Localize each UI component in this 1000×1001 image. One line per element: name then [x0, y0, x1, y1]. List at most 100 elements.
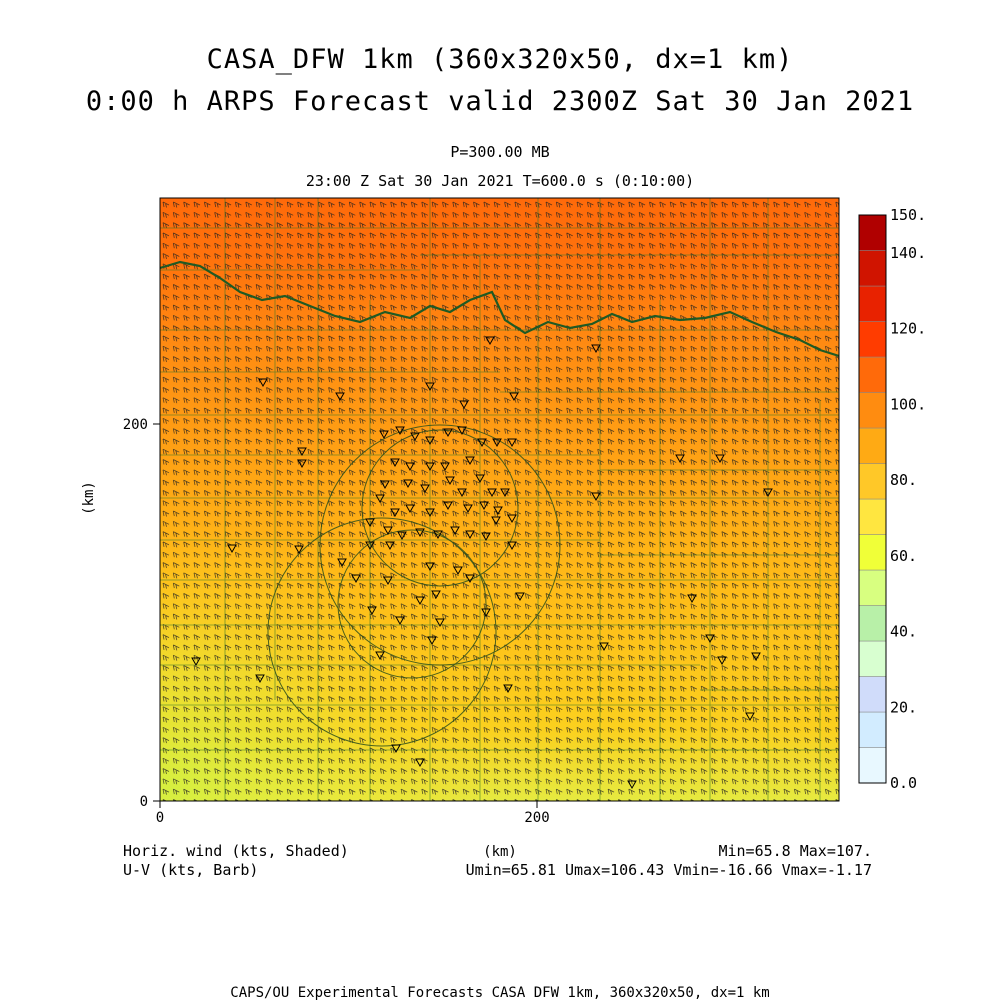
colorbar-step: [858, 676, 887, 713]
colorbar-label: 0.0: [890, 774, 917, 792]
wind-barbs: [162, 201, 839, 801]
station-marker: [493, 506, 503, 516]
station-marker: [390, 458, 400, 468]
station-marker: [227, 544, 237, 554]
station-marker: [391, 744, 401, 754]
colorbar-label: 80.: [890, 471, 917, 489]
station-marker: [351, 574, 361, 584]
station-marker: [763, 488, 773, 498]
colorbar-label: 40.: [890, 623, 917, 641]
station-marker: [591, 344, 601, 354]
station-marker: [627, 780, 637, 790]
station-marker: [395, 426, 405, 436]
red-river-boundary: [160, 260, 839, 358]
radar-range-rings: [267, 424, 561, 747]
station-marker: [465, 456, 475, 466]
station-marker: [365, 518, 375, 528]
colorbar-step: [858, 569, 887, 606]
station-marker: [687, 594, 697, 604]
station-marker: [465, 530, 475, 540]
station-marker: [475, 474, 485, 484]
station-marker: [457, 488, 467, 498]
station-marker: [492, 438, 502, 448]
min-max-label: Min=65.8 Max=107.: [718, 842, 872, 860]
station-marker: [367, 606, 377, 616]
station-marker: [380, 480, 390, 490]
county-boundaries: [160, 198, 839, 801]
station-marker: [453, 566, 463, 576]
observation-stations: [191, 336, 773, 790]
station-marker: [427, 636, 437, 646]
colorbar-label: 140.: [890, 244, 926, 262]
station-marker: [465, 574, 475, 584]
station-marker: [751, 652, 761, 662]
station-marker: [507, 541, 517, 551]
station-marker: [375, 651, 385, 661]
map-title: CASA_DFW 1km (360x320x50, dx=1 km): [206, 44, 794, 75]
station-marker: [337, 558, 347, 568]
station-marker: [425, 562, 435, 572]
colorbar-step: [858, 463, 887, 500]
station-marker: [258, 378, 268, 388]
map-subtitle: 0:00 h ARPS Forecast valid 2300Z Sat 30 …: [85, 86, 915, 117]
station-marker: [415, 596, 425, 606]
station-marker: [410, 432, 420, 442]
station-marker: [297, 459, 307, 469]
colorbar-label: 120.: [890, 320, 926, 338]
station-marker: [365, 541, 375, 551]
station-marker: [500, 488, 510, 498]
station-marker: [403, 479, 413, 489]
station-marker: [481, 608, 491, 618]
station-marker: [440, 462, 450, 472]
colorbar-step: [858, 711, 887, 748]
station-marker: [705, 634, 715, 644]
colorbar-label: 60.: [890, 547, 917, 565]
station-marker: [425, 508, 435, 518]
station-marker: [485, 336, 495, 346]
station-marker: [503, 684, 513, 694]
barb-glyphs: [162, 201, 839, 801]
station-marker: [463, 504, 473, 514]
axis-ticks: [153, 423, 538, 808]
x-tick-0: 0: [156, 810, 164, 826]
station-marker: [599, 642, 609, 652]
station-marker: [487, 488, 497, 498]
station-marker: [507, 514, 517, 524]
station-marker: [390, 508, 400, 518]
station-marker: [297, 447, 307, 457]
colorbar-label: 20.: [890, 698, 917, 716]
station-marker: [443, 501, 453, 511]
colorbar-step: [858, 747, 887, 784]
station-marker: [405, 462, 415, 472]
station-marker: [443, 428, 453, 438]
colorbar-step: [858, 321, 887, 358]
station-marker: [383, 526, 393, 536]
station-marker: [745, 712, 755, 722]
station-marker: [479, 501, 489, 511]
colorbar-step: [858, 640, 887, 677]
station-marker: [415, 758, 425, 768]
x-axis-label: (km): [483, 844, 517, 860]
station-marker: [425, 382, 435, 392]
station-marker: [675, 454, 685, 464]
station-marker: [379, 430, 389, 440]
station-marker: [515, 592, 525, 602]
station-marker: [425, 436, 435, 446]
station-marker: [450, 526, 460, 536]
colorbar: 0.0 20. 40. 60. 80. 100. 120. 140. 150.: [858, 206, 926, 792]
station-marker: [405, 504, 415, 514]
station-marker: [509, 392, 519, 402]
colorbar-step: [858, 356, 887, 393]
station-marker: [445, 476, 455, 486]
station-marker: [457, 426, 467, 436]
station-marker: [433, 530, 443, 540]
plot-frame: [159, 197, 840, 802]
pressure-level: P=300.00 MB: [450, 143, 550, 161]
colorbar-step: [858, 498, 887, 535]
station-marker: [383, 576, 393, 586]
station-marker: [425, 462, 435, 472]
station-marker: [459, 400, 469, 410]
station-marker: [717, 656, 727, 666]
station-marker: [431, 590, 441, 600]
